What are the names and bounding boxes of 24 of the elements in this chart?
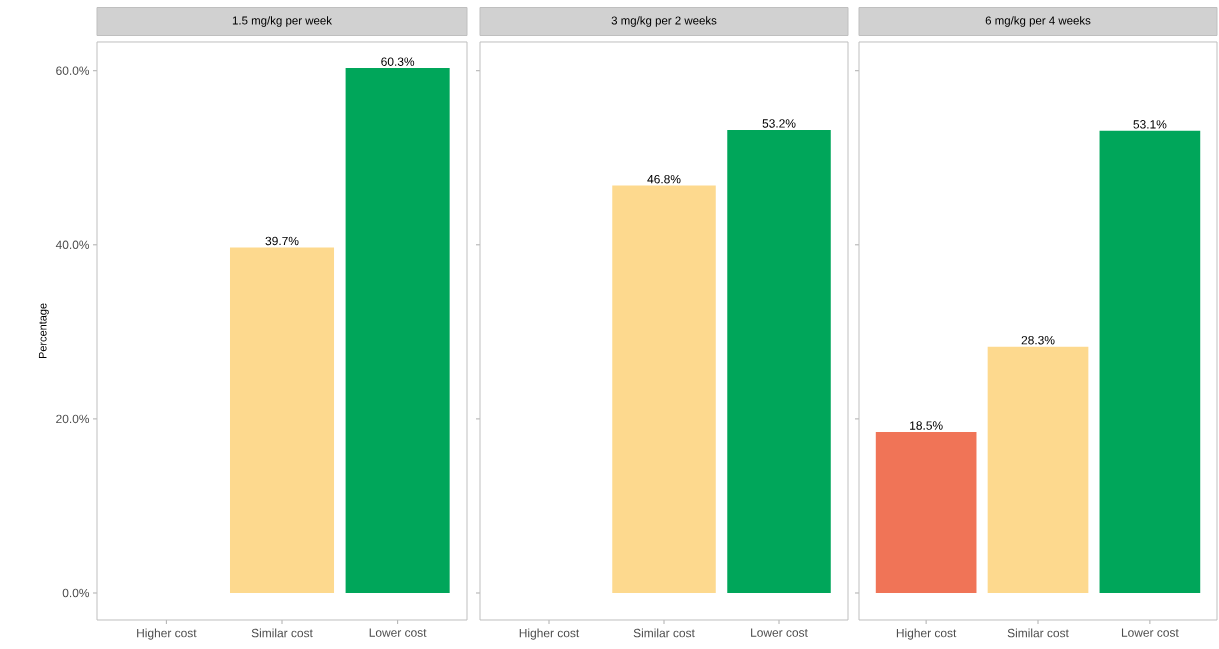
x-tick-label: Similar cost <box>633 628 695 638</box>
y-axis-title: Percentage <box>38 303 49 359</box>
data-label: 39.7% <box>265 236 299 246</box>
chart-title: 1.5 mg/kg per week <box>232 16 332 27</box>
x-tick-label: Higher cost <box>137 628 197 640</box>
y-tick-label: 0.0% <box>62 588 90 598</box>
data-label: 53.1% <box>1133 120 1167 129</box>
y-tick-label: 40.0% <box>55 240 90 250</box>
data-label: 53.2% <box>762 119 796 128</box>
x-tick-label: Higher cost <box>519 628 580 640</box>
data-label: 28.3% <box>1021 335 1055 345</box>
x-tick-label: Higher cost <box>896 628 957 640</box>
x-tick-label: Lower cost <box>369 628 427 637</box>
chart-title: 6 mg/kg per 4 weeks <box>985 16 1091 27</box>
data-label: 46.8% <box>647 174 681 184</box>
y-tick-label: 60.0% <box>56 66 90 75</box>
y-tick-label: 20.0% <box>56 414 90 424</box>
x-tick-label: Similar cost <box>1007 628 1069 638</box>
data-label: 18.5% <box>910 421 943 430</box>
x-tick-label: Similar cost <box>251 628 313 638</box>
x-tick-label: Lower cost <box>1121 628 1179 637</box>
data-label: 60.3% <box>381 57 415 66</box>
chart-title: 3 mg/kg per 2 weeks <box>611 16 717 27</box>
x-tick-label: Lower cost <box>751 628 808 637</box>
